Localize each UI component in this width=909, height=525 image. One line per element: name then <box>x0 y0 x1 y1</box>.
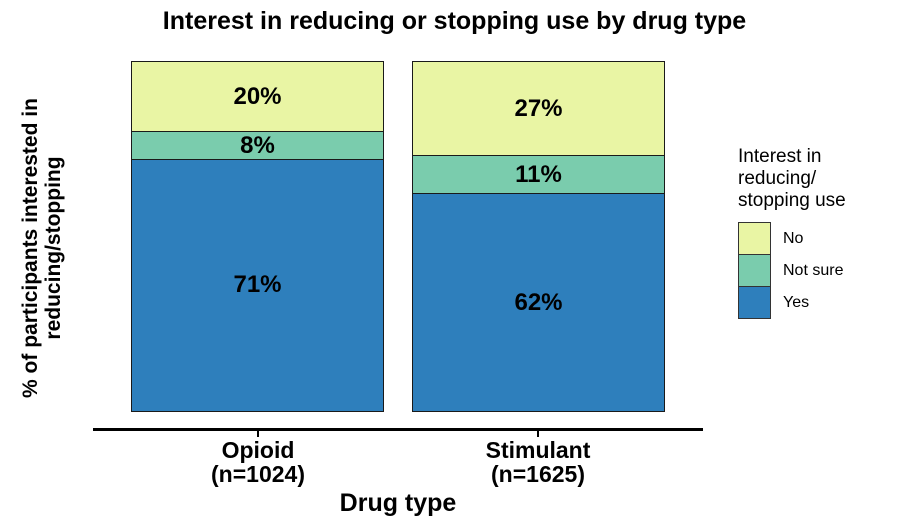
legend-swatch-not-sure <box>738 254 771 287</box>
legend-label-no: No <box>783 229 804 247</box>
legend-title-line-1: Interest in <box>738 146 822 167</box>
bar-stimulant: 27% 11% 62% <box>412 61 665 414</box>
legend-title: Interest in reducing/ stopping use <box>738 146 903 212</box>
bar-opioid-segment-yes: 71% <box>131 158 384 412</box>
bar-opioid-segment-not-sure: 8% <box>131 131 384 160</box>
segment-value-label: 20% <box>233 82 282 110</box>
x-tick-label-opioid-line-2: (n=1024) <box>211 461 305 487</box>
y-axis-title-line-1: % of participants interested in <box>19 98 42 398</box>
bar-stimulant-segment-yes: 62% <box>412 193 665 412</box>
legend-title-line-3: stopping use <box>738 190 846 211</box>
x-axis-line <box>93 428 703 431</box>
segment-value-label: 62% <box>514 288 563 316</box>
legend-label-not-sure: Not sure <box>783 261 844 279</box>
x-tick-label-stimulant-line-2: (n=1625) <box>491 461 585 487</box>
segment-value-label: 27% <box>514 94 563 122</box>
legend-title-line-2: reducing/ <box>738 168 817 189</box>
segment-value-label: 71% <box>233 271 282 299</box>
segment-value-label: 8% <box>240 131 275 159</box>
x-tick-label-stimulant: Stimulant (n=1625) <box>428 438 648 486</box>
x-tick-label-stimulant-line-1: Stimulant <box>485 437 591 463</box>
y-axis-title: % of participants interested in reducing… <box>19 38 65 458</box>
bar-opioid: 20% 8% 71% <box>131 61 384 414</box>
legend-swatch-no <box>738 222 771 255</box>
legend-item-yes: Yes <box>738 286 903 319</box>
bar-stimulant-segment-not-sure: 11% <box>412 155 665 195</box>
legend-label-yes: Yes <box>783 293 810 311</box>
legend: Interest in reducing/ stopping use No No… <box>738 146 903 319</box>
x-axis-tick-opioid <box>257 431 259 437</box>
legend-item-not-sure: Not sure <box>738 254 903 287</box>
legend-item-no: No <box>738 222 903 255</box>
x-tick-label-opioid: Opioid (n=1024) <box>148 438 368 486</box>
x-tick-label-opioid-line-1: Opioid <box>221 437 295 463</box>
chart-title: Interest in reducing or stopping use by … <box>162 7 747 35</box>
legend-swatch-yes <box>738 286 771 319</box>
x-axis-tick-stimulant <box>537 431 539 437</box>
legend-keys: No Not sure Yes <box>738 222 903 319</box>
segment-value-label: 11% <box>515 160 562 188</box>
y-axis-title-line-2: reducing/stopping <box>42 156 65 340</box>
bar-stimulant-segment-no: 27% <box>412 61 665 157</box>
bar-opioid-segment-no: 20% <box>131 61 384 133</box>
x-axis-title: Drug type <box>339 489 457 517</box>
